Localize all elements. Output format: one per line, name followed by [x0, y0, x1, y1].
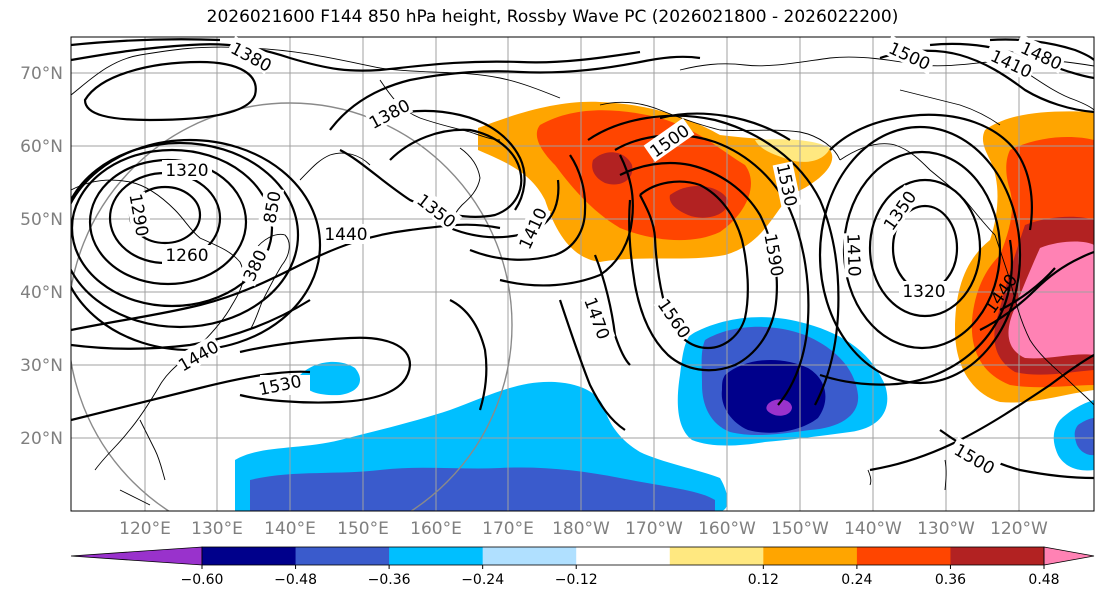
- colorbar-tick-label: 0.36: [935, 572, 966, 588]
- negative-anomaly-central-core: [721, 359, 826, 433]
- latitude-labels: 70°N 60°N 50°N 40°N 30°N 20°N: [20, 64, 63, 449]
- colorbar-outline: [201, 546, 1045, 566]
- positive-anomaly-america-max: [1008, 241, 1094, 359]
- lon-label: 120°E: [119, 519, 171, 539]
- lon-label: 170°E: [482, 519, 534, 539]
- contour-label: 1260: [165, 246, 208, 266]
- lat-label: 50°N: [20, 210, 63, 230]
- colorbar-extend-high: [1043, 546, 1095, 566]
- map-border: [70, 36, 1095, 512]
- colorbar-tick-label: 0.24: [841, 572, 872, 588]
- negative-anomaly-west-mid: [250, 467, 715, 511]
- colorbar-tick-label: 0.12: [748, 572, 779, 588]
- lon-label: 150°W: [771, 519, 829, 539]
- lat-label: 30°N: [20, 356, 63, 376]
- colorbar-segment: [950, 547, 1045, 565]
- negative-anomaly-central-max: [766, 399, 792, 416]
- lon-label: 150°E: [337, 519, 389, 539]
- longitude-labels: 120°E 130°E 140°E 150°E 160°E 170°E 180°…: [119, 519, 1048, 539]
- colorbar-tick-label: −0.24: [461, 572, 504, 588]
- lon-label: 180°W: [552, 519, 610, 539]
- colorbar-segment: [669, 547, 764, 565]
- contour-label: 1410: [842, 233, 863, 277]
- colorbar-segment: [295, 547, 390, 565]
- lat-label: 40°N: [20, 283, 63, 303]
- colorbar-segment: [389, 547, 484, 565]
- colorbar-tick-label: −0.12: [555, 572, 598, 588]
- colorbar-tick-label: −0.48: [274, 572, 317, 588]
- lon-label: 140°E: [264, 519, 316, 539]
- colorbar-tick-label: −0.60: [181, 572, 224, 588]
- contour-label: 1320: [165, 161, 208, 181]
- contour-labels: 1380 1380 1440 1410 1480 1320 1290 1260 …: [124, 34, 1067, 479]
- lon-label: 130°W: [917, 519, 975, 539]
- colorbar-extend-low: [70, 546, 203, 566]
- lon-label: 160°W: [698, 519, 756, 539]
- negative-anomaly-blob: [300, 361, 360, 396]
- contour-label: 1320: [902, 282, 945, 302]
- weak-positive-fringe: [755, 139, 830, 162]
- lat-label: 70°N: [20, 64, 63, 84]
- colorbar-tick-label: −0.36: [368, 572, 411, 588]
- region-circle: [71, 102, 513, 511]
- lon-label: 130°E: [191, 519, 243, 539]
- lon-label: 160°E: [410, 519, 462, 539]
- colorbar-tick-label: 0.48: [1028, 572, 1059, 588]
- negative-anomaly-east: [1053, 400, 1094, 471]
- negative-anomaly-east-core: [1074, 418, 1094, 456]
- lat-label: 60°N: [20, 137, 63, 157]
- lon-label: 140°W: [844, 519, 902, 539]
- colorbar-segment: [482, 547, 577, 565]
- contour-label: 1440: [324, 225, 367, 245]
- colorbar-segment: [202, 547, 297, 565]
- lon-label: 120°W: [990, 519, 1048, 539]
- lon-label: 170°W: [625, 519, 683, 539]
- colorbar-segment: [856, 547, 951, 565]
- lat-label: 20°N: [20, 429, 63, 449]
- colorbar-segment: [763, 547, 858, 565]
- colorbar-segment: [576, 547, 671, 565]
- colorbar: −0.60 −0.48 −0.36 −0.24 −0.12 0.12 0.24 0.36 0.4…: [70, 546, 1095, 588]
- map-title: 2026021600 F144 850 hPa height, Rossby W…: [206, 7, 899, 27]
